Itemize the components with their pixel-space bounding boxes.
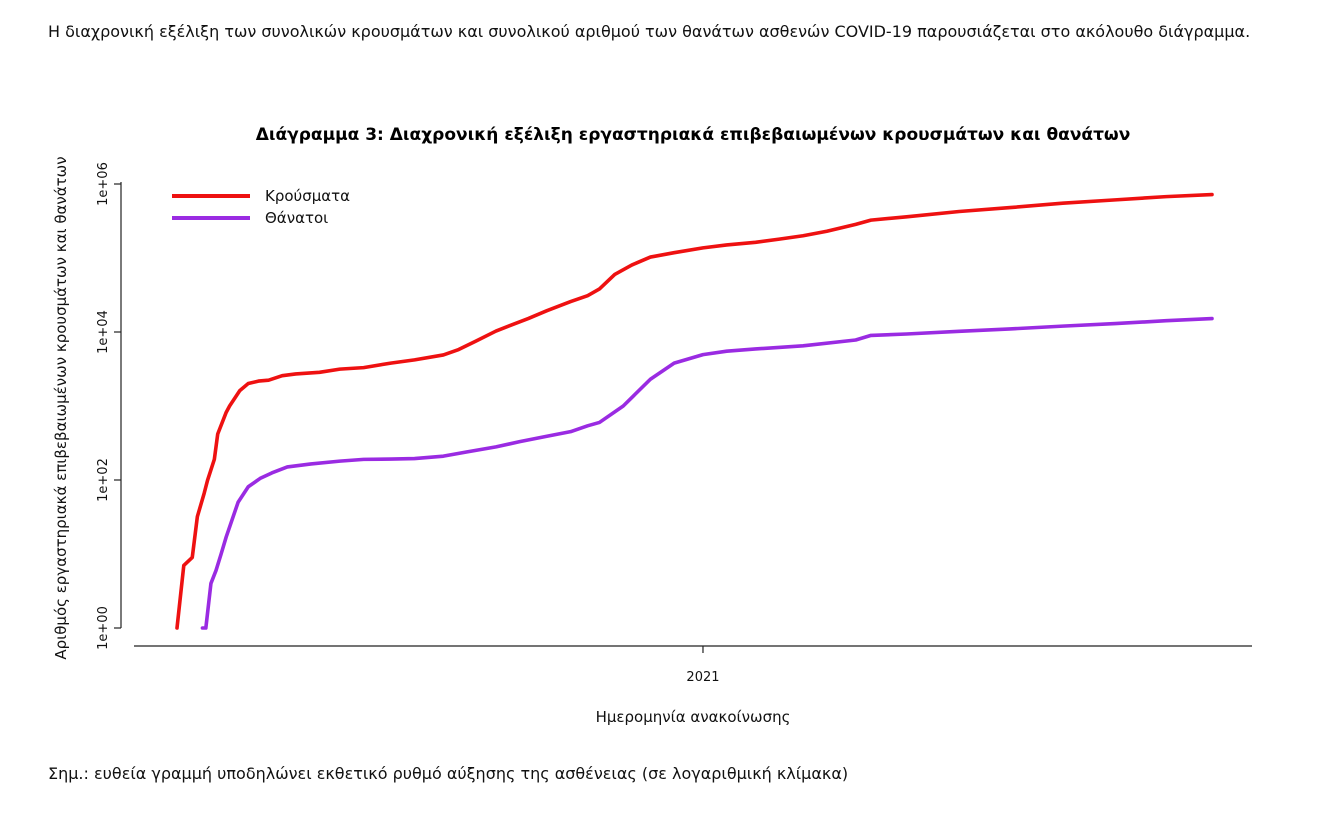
y-axis-label: Αριθμός εργαστηριακά επιβεβαιωμένων κρου… bbox=[52, 156, 70, 659]
intro-paragraph: Η διαχρονική εξέλιξη των συνολικών κρουσ… bbox=[48, 22, 1251, 41]
y-tick-label: 1e+06 bbox=[96, 162, 111, 206]
series-line-cases bbox=[175, 192, 1214, 630]
x-tick-label: 2021 bbox=[686, 670, 719, 685]
chart-title: Διάγραμμα 3: Διαχρονική εξέλιξη εργαστηρ… bbox=[256, 125, 1131, 145]
y-axis-ticks: 1e+00 1e+02 1e+04 1e+06 bbox=[96, 162, 121, 650]
footnote: Σημ.: ευθεία γραμμή υποδηλώνει εκθετικό … bbox=[48, 764, 849, 783]
x-axis-ticks: 2021 bbox=[686, 646, 720, 685]
y-tick-label: 1e+00 bbox=[96, 606, 111, 650]
legend-label-cases: Κρούσματα bbox=[265, 187, 350, 205]
series-line-deaths bbox=[200, 316, 1214, 630]
y-tick-label: 1e+04 bbox=[96, 310, 111, 354]
legend: Κρούσματα Θάνατοι bbox=[172, 187, 350, 227]
x-axis-label: Ημερομηνία ανακοίνωσης bbox=[596, 708, 791, 726]
y-tick-label: 1e+02 bbox=[96, 458, 111, 502]
legend-label-deaths: Θάνατοι bbox=[265, 209, 328, 227]
series-lines bbox=[175, 192, 1214, 630]
